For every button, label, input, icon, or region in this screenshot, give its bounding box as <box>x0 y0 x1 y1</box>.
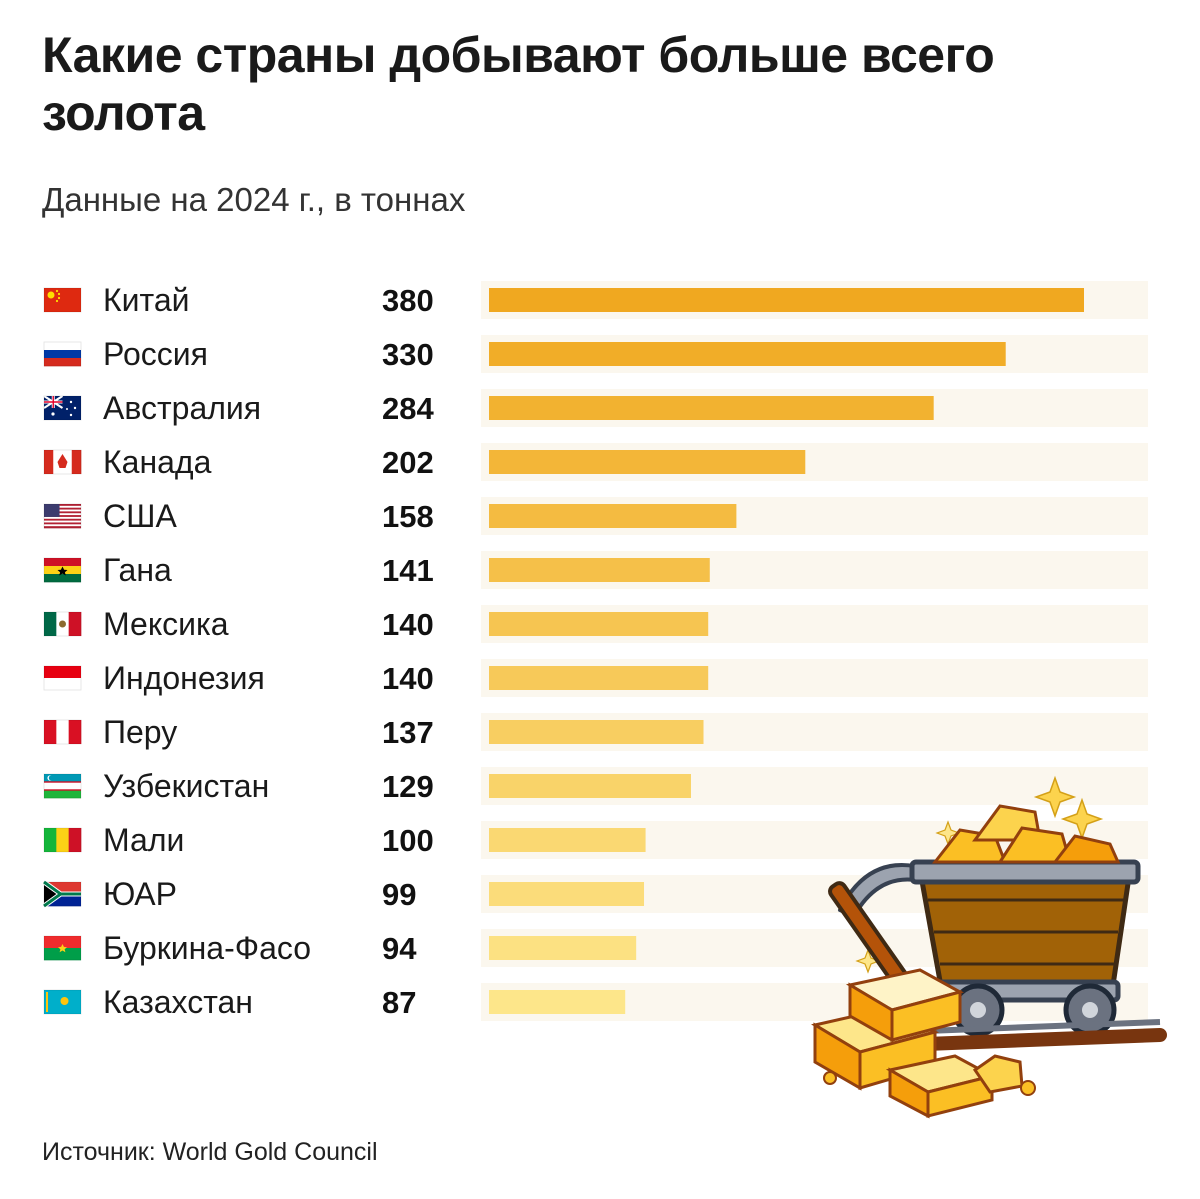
bar <box>489 828 646 852</box>
china-flag-icon <box>43 287 82 313</box>
country-label: Канада <box>103 444 212 480</box>
chart-row: Канада 202 <box>43 443 1148 481</box>
country-label: Буркина-Фасо <box>103 930 311 966</box>
bar <box>489 774 691 798</box>
country-label: ЮАР <box>103 876 177 912</box>
chart-title: Какие страны добывают больше всего золот… <box>42 27 995 141</box>
bar <box>489 720 704 744</box>
sparkle-icon <box>1060 797 1104 841</box>
kazakhstan-flag-icon <box>43 989 82 1015</box>
bar <box>489 396 934 420</box>
gold-mine-cart-illustration <box>811 775 1167 1119</box>
country-label: Австралия <box>103 390 261 426</box>
country-label: Россия <box>103 336 208 372</box>
country-label: Мексика <box>103 606 229 642</box>
bar <box>489 288 1084 312</box>
value-label: 158 <box>382 499 434 534</box>
mexico-flag-icon <box>43 611 82 637</box>
value-label: 202 <box>382 445 434 480</box>
value-label: 380 <box>382 283 434 318</box>
mali-flag-icon <box>43 827 82 853</box>
bar <box>489 666 709 690</box>
chart-row: Узбекистан 129 <box>43 767 1148 805</box>
bar <box>489 612 709 636</box>
country-label: Индонезия <box>103 660 265 696</box>
country-label: Гана <box>103 552 172 588</box>
chart-row: Мексика 140 <box>43 605 1148 643</box>
country-label: Китай <box>103 282 189 318</box>
chart-row: Гана 141 <box>43 551 1148 589</box>
australia-flag-icon <box>43 395 82 421</box>
value-label: 99 <box>382 877 416 912</box>
value-label: 94 <box>382 931 417 966</box>
chart-row: Перу 137 <box>43 713 1148 751</box>
chart-row: Индонезия 140 <box>43 659 1148 697</box>
ghana-flag-icon <box>43 557 82 583</box>
country-label: Мали <box>103 822 184 858</box>
uzbekistan-flag-icon <box>43 773 82 799</box>
russia-flag-icon <box>43 341 82 367</box>
country-label: США <box>103 498 177 534</box>
burkina-faso-flag-icon <box>43 935 82 961</box>
peru-flag-icon <box>43 719 82 745</box>
south-africa-flag-icon <box>42 879 82 909</box>
value-label: 140 <box>382 607 434 642</box>
bar <box>489 342 1006 366</box>
bar <box>489 990 626 1014</box>
value-label: 140 <box>382 661 434 696</box>
bar <box>489 504 737 528</box>
value-label: 330 <box>382 337 434 372</box>
value-label: 141 <box>382 553 434 588</box>
bar <box>489 882 645 906</box>
bar <box>489 558 710 582</box>
source-note: Источник: World Gold Council <box>42 1138 378 1166</box>
sparkle-icon <box>1033 775 1077 819</box>
usa-flag-icon <box>43 503 82 529</box>
canada-flag-icon <box>43 449 82 475</box>
chart-row: Китай 380 <box>43 281 1148 319</box>
country-label: Узбекистан <box>103 768 269 804</box>
chart-row: Казахстан 87 <box>43 983 1148 1021</box>
bar <box>489 936 637 960</box>
chart-row: Австралия 284 <box>43 389 1148 427</box>
bar <box>489 450 806 474</box>
chart-row: США 158 <box>43 497 1148 535</box>
value-label: 284 <box>382 391 434 426</box>
country-label: Перу <box>103 714 177 750</box>
value-label: 129 <box>382 769 434 804</box>
chart-subtitle: Данные на 2024 г., в тоннах <box>42 181 466 218</box>
value-label: 137 <box>382 715 434 750</box>
country-label: Казахстан <box>103 984 253 1020</box>
chart-row: Россия 330 <box>43 335 1148 373</box>
value-label: 87 <box>382 985 416 1020</box>
value-label: 100 <box>382 823 434 858</box>
indonesia-flag-icon <box>43 665 82 691</box>
